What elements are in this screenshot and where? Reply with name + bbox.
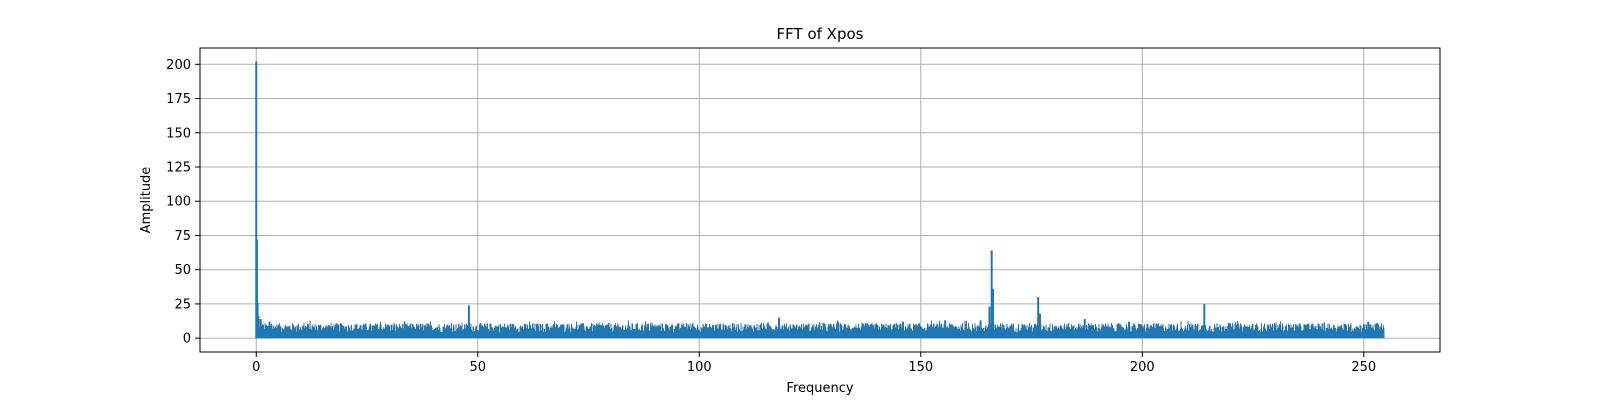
x-tick-label: 150: [908, 360, 933, 375]
chart-title: FFT of Xpos: [777, 25, 864, 43]
x-axis-label: Frequency: [786, 381, 853, 396]
x-tick-label: 50: [469, 360, 486, 375]
x-tick-label: 250: [1351, 360, 1376, 375]
y-tick-label: 75: [174, 229, 191, 244]
plot-area: [255, 61, 1385, 339]
grid-lines: [200, 48, 1440, 352]
axis-ticks: 0 50 100 150 200 250 0 25 50 75 100 125 150 175 200: [166, 58, 1376, 375]
y-tick-label: 25: [174, 297, 191, 312]
y-tick-label: 150: [166, 126, 191, 141]
y-axis-label: Amplitude: [139, 167, 154, 234]
y-tick-label: 50: [174, 263, 191, 278]
y-tick-label: 175: [166, 92, 191, 107]
y-tick-label: 200: [166, 58, 191, 73]
axes-frame: [199, 47, 1441, 353]
y-tick-label: 125: [166, 160, 191, 175]
y-tick-label: 100: [166, 195, 191, 210]
x-tick-label: 200: [1130, 360, 1155, 375]
x-tick-label: 0: [252, 360, 260, 375]
x-tick-label: 100: [687, 360, 712, 375]
fft-noise-floor: [255, 320, 1385, 339]
y-tick-label: 0: [183, 332, 191, 347]
